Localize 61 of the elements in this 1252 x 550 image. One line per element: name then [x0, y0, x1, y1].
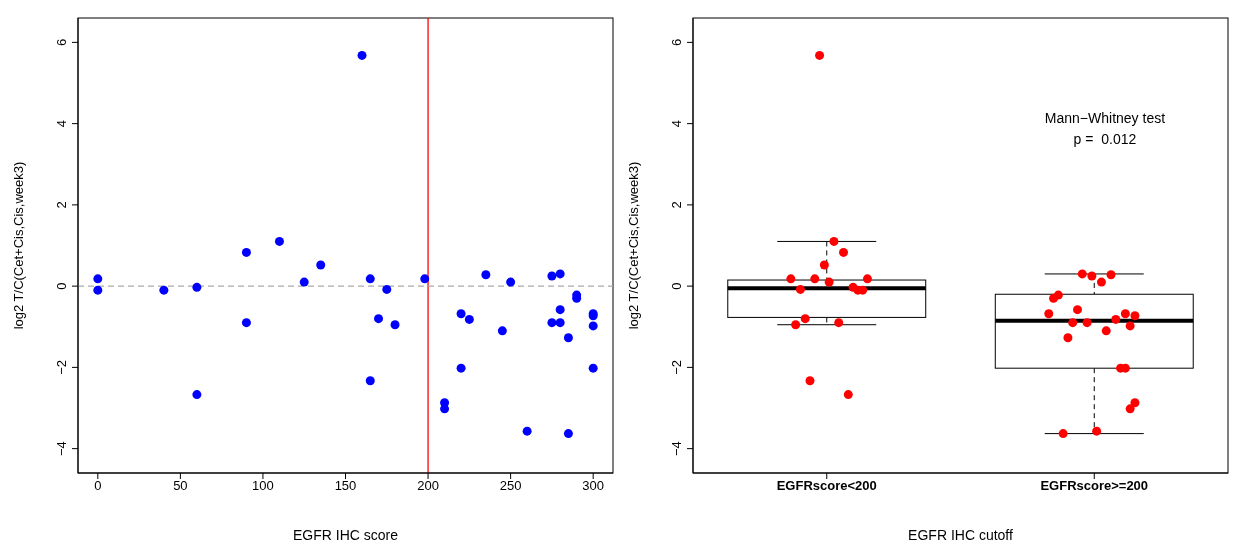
- point: [192, 390, 202, 400]
- y-tick-label: 4: [54, 120, 69, 128]
- point: [588, 363, 598, 373]
- y-tick-label: −2: [669, 359, 684, 375]
- x-tick-label: 100: [252, 478, 274, 494]
- point: [481, 270, 491, 280]
- point: [464, 314, 474, 324]
- point: [555, 269, 565, 279]
- point: [93, 274, 103, 284]
- y-tick-label: 2: [669, 201, 684, 209]
- point: [241, 247, 251, 257]
- y-tick-label: 4: [669, 120, 684, 128]
- point: [299, 277, 309, 287]
- point: [555, 318, 565, 328]
- point: [440, 404, 450, 414]
- point: [506, 277, 516, 287]
- x-tick-label: 50: [173, 478, 188, 494]
- point: [547, 318, 557, 328]
- annotation: Mann−Whitney test: [1044, 110, 1166, 126]
- x-tick-label: EGFRscore<200: [776, 478, 877, 494]
- point: [365, 376, 375, 386]
- point: [382, 284, 392, 294]
- x-tick-label: 0: [94, 478, 102, 494]
- y-tick-label: 2: [54, 201, 69, 209]
- y-tick-label: 0: [54, 282, 69, 290]
- y-tick-label: −2: [54, 359, 69, 375]
- y-tick-label: −4: [54, 441, 69, 457]
- point: [159, 285, 169, 295]
- y-tick-label: 6: [669, 38, 684, 46]
- point: [316, 260, 326, 270]
- point: [588, 321, 598, 331]
- point: [365, 274, 375, 284]
- y-tick-label: 6: [54, 38, 69, 46]
- point: [374, 314, 384, 324]
- y-tick-label: −4: [669, 441, 684, 457]
- point: [93, 285, 103, 295]
- point: [357, 50, 367, 60]
- point: [420, 274, 430, 284]
- point: [547, 271, 557, 281]
- y-tick-label: 0: [669, 282, 684, 290]
- annotation: p = 0.012: [1073, 131, 1137, 147]
- x-tick-label: EGFRscore>=200: [1040, 478, 1149, 494]
- x-tick-label: 300: [582, 478, 605, 494]
- point: [456, 363, 466, 373]
- x-tick-label: 250: [499, 478, 522, 494]
- y-axis-title: log2 T/C(Cet+Cis,Cis,week3): [10, 161, 26, 330]
- point: [563, 429, 573, 439]
- point: [555, 305, 565, 315]
- point: [456, 309, 466, 319]
- x-axis-title: EGFR IHC score: [292, 527, 399, 543]
- point: [390, 320, 400, 330]
- point: [192, 282, 202, 292]
- point: [241, 318, 251, 328]
- x-tick-label: 200: [417, 478, 439, 494]
- point: [497, 326, 507, 336]
- x-axis-title: EGFR IHC cutoff: [908, 527, 1013, 543]
- x-tick-label: 150: [334, 478, 357, 494]
- y-axis-title: log2 T/C(Cet+Cis,Cis,week3): [625, 161, 641, 330]
- point: [563, 333, 573, 343]
- point: [522, 426, 532, 436]
- point: [274, 236, 284, 246]
